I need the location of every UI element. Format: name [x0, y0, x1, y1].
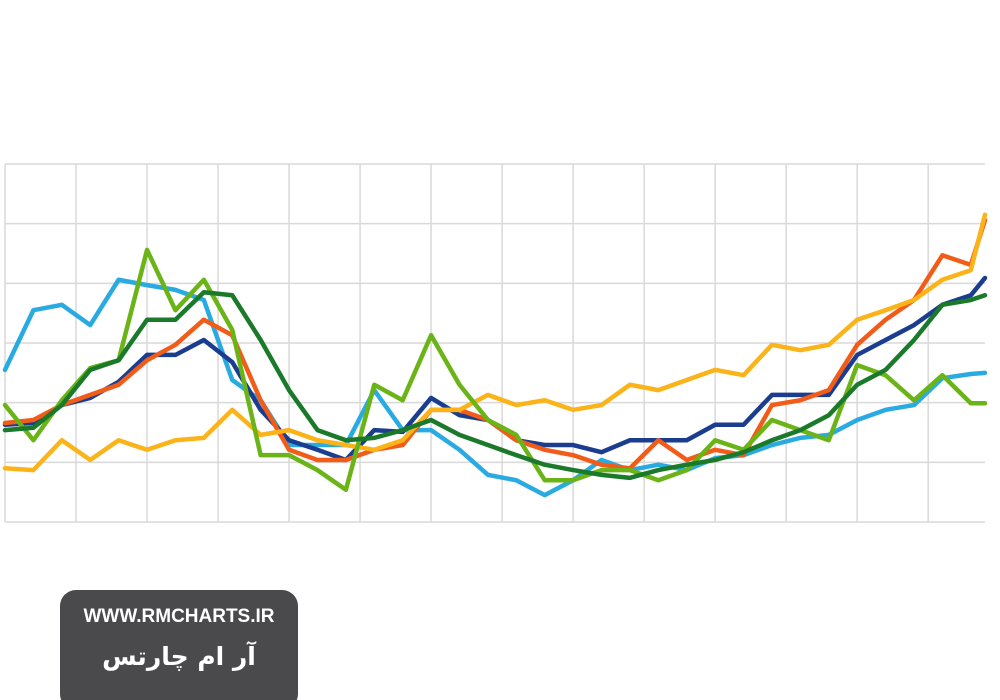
watermark-url: WWW.RMCHARTS.IR — [83, 606, 275, 627]
series-line — [2, 290, 988, 481]
watermark-badge: WWW.RMCHARTS.IR آر ام چارتس — [60, 590, 298, 700]
series-line — [2, 212, 988, 473]
series-line — [2, 275, 988, 463]
series-line — [2, 247, 988, 493]
series-line — [2, 217, 988, 471]
watermark-name: آر ام چارتس — [102, 642, 256, 671]
